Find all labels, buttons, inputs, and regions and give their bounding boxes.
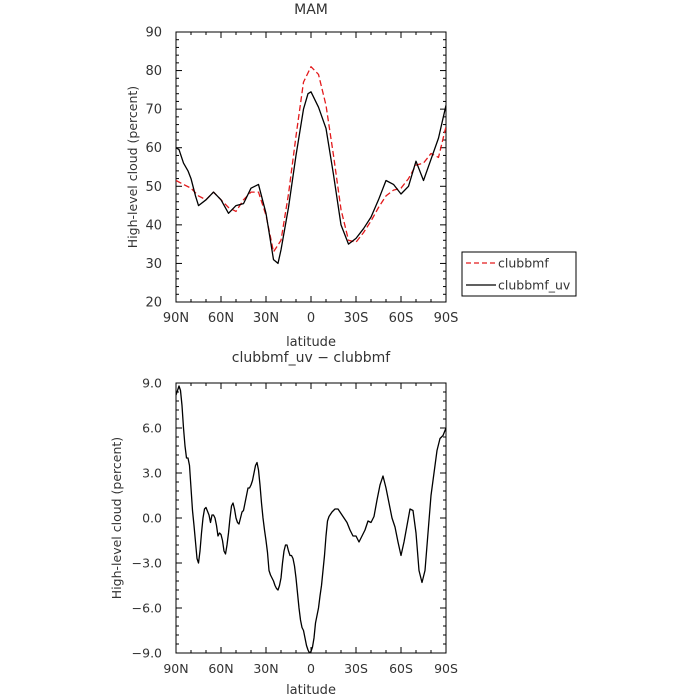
x-tick-label: 60S <box>389 311 414 326</box>
x-tick-label: 60N <box>208 311 234 326</box>
x-tick-label: 0 <box>307 311 315 326</box>
x-tick-label: 30S <box>344 661 368 676</box>
series-line-clubbmf <box>176 66 446 253</box>
y-tick-label: 3.0 <box>142 466 162 481</box>
y-tick-label: −3.0 <box>132 556 162 571</box>
x-tick-label: 90N <box>163 661 188 676</box>
top-panel: 90N 60N 30N 0 30S 60S 90S 20 30 40 50 60 70 80 90 MAM la… <box>125 2 577 350</box>
x-tick-label: 30N <box>253 661 278 676</box>
y-tick-label: 30 <box>145 257 162 272</box>
x-tick-label: 90S <box>434 311 459 326</box>
chart-title: MAM <box>294 2 328 18</box>
x-tick-label: 90N <box>163 311 189 326</box>
y-tick-label: 50 <box>145 180 162 195</box>
plot-frame <box>175 31 447 303</box>
series-line-clubbmf_uv <box>176 91 446 265</box>
y-tick-label: 9.0 <box>142 376 162 391</box>
plot-frame <box>175 382 447 654</box>
legend-label-clubbmf: clubbmf <box>498 256 549 271</box>
y-tick-label: 6.0 <box>142 421 162 436</box>
y-tick-label: 40 <box>145 218 162 233</box>
x-tick-label: 30N <box>253 311 279 326</box>
y-axis-label: High-level cloud (percent) <box>125 86 140 248</box>
y-tick-label: 90 <box>145 26 162 41</box>
y-tick-label: −9.0 <box>132 646 162 661</box>
x-tick-label: 0 <box>307 661 315 676</box>
legend-box <box>461 251 577 297</box>
y-axis-label: High-level cloud (percent) <box>109 437 124 599</box>
y-tick-label: 20 <box>145 296 162 311</box>
chart-title: clubbmf_uv − clubbmf <box>232 350 391 366</box>
x-axis-label: latitude <box>286 683 336 698</box>
y-tick-label: 60 <box>145 141 162 156</box>
y-tick-label: 0.0 <box>142 511 162 526</box>
y-tick-label: −6.0 <box>132 601 162 616</box>
x-tick-label: 90S <box>434 661 458 676</box>
series-line-panel-1-series-0 <box>176 385 446 653</box>
bottom-panel: 90N 60N 30N 0 30S 60S 90S −9.0 −6.0 −3.0 0.0 3.0 6.0… <box>109 350 458 698</box>
y-tick-label: 70 <box>145 103 162 118</box>
x-tick-label: 30S <box>344 311 369 326</box>
legend-label-clubbmf_uv: clubbmf_uv <box>498 278 571 293</box>
x-axis-label: latitude <box>286 335 336 350</box>
x-tick-label: 60N <box>208 661 233 676</box>
y-tick-label: 80 <box>145 64 162 79</box>
x-tick-label: 60S <box>389 661 413 676</box>
